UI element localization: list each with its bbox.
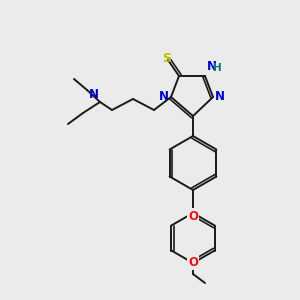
Text: S: S — [163, 52, 172, 65]
Text: N: N — [215, 91, 225, 103]
Text: N: N — [159, 91, 169, 103]
Text: O: O — [188, 256, 198, 268]
Text: H: H — [213, 63, 222, 73]
Text: N: N — [207, 60, 217, 73]
Text: N: N — [89, 88, 99, 101]
Text: O: O — [188, 209, 198, 223]
